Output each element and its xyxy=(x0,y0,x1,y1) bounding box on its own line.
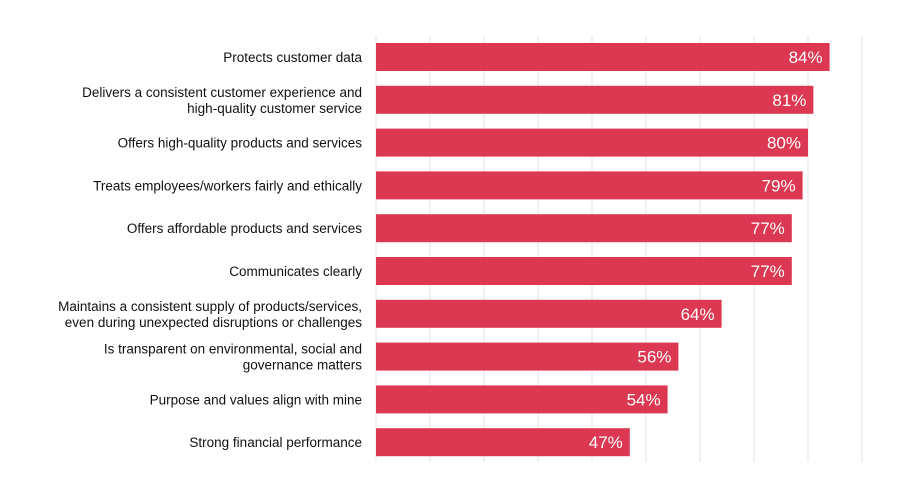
category-label: Communicates clearly xyxy=(229,264,362,279)
category-label: governance matters xyxy=(243,358,363,373)
bar xyxy=(376,428,630,457)
bar xyxy=(376,171,803,200)
bar xyxy=(376,85,814,114)
bar-value-label: 84% xyxy=(789,48,823,67)
category-labels: Protects customer data Delivers a consist… xyxy=(58,50,362,450)
category-label: even during unexpected disruptions or ch… xyxy=(65,315,362,330)
bar xyxy=(376,299,722,328)
category-label: Purpose and values align with mine xyxy=(150,392,362,407)
bar xyxy=(376,214,792,243)
bar-value-label: 77% xyxy=(751,262,785,281)
category-label: high-quality customer service xyxy=(187,101,362,116)
category-label: Treats employees/workers fairly and ethi… xyxy=(93,178,362,193)
bar xyxy=(376,43,830,71)
bar xyxy=(376,342,679,371)
category-label: Is transparent on environmental, social … xyxy=(104,342,362,357)
bar-value-label: 81% xyxy=(772,91,806,110)
category-label: Maintains a consistent supply of product… xyxy=(58,299,362,314)
bar-value-label: 56% xyxy=(637,348,671,367)
category-label: Offers affordable products and services xyxy=(127,221,362,236)
bar-value-label: 80% xyxy=(767,134,801,153)
bars: 84% 81% 80% 79% 77% 77% 64% 56% 54% 47% xyxy=(376,43,830,457)
bar xyxy=(376,385,668,414)
bar-value-label: 77% xyxy=(751,219,785,238)
category-label: Delivers a consistent customer experienc… xyxy=(82,85,362,100)
category-label: Offers high-quality products and service… xyxy=(118,136,363,151)
bar xyxy=(376,128,808,157)
bar xyxy=(376,257,792,285)
bar-value-label: 79% xyxy=(762,176,796,195)
bar-value-label: 47% xyxy=(589,433,623,452)
bar-value-label: 64% xyxy=(681,305,715,324)
bar-value-label: 54% xyxy=(627,390,661,409)
category-label: Strong financial performance xyxy=(189,435,362,450)
category-label: Protects customer data xyxy=(223,50,362,65)
